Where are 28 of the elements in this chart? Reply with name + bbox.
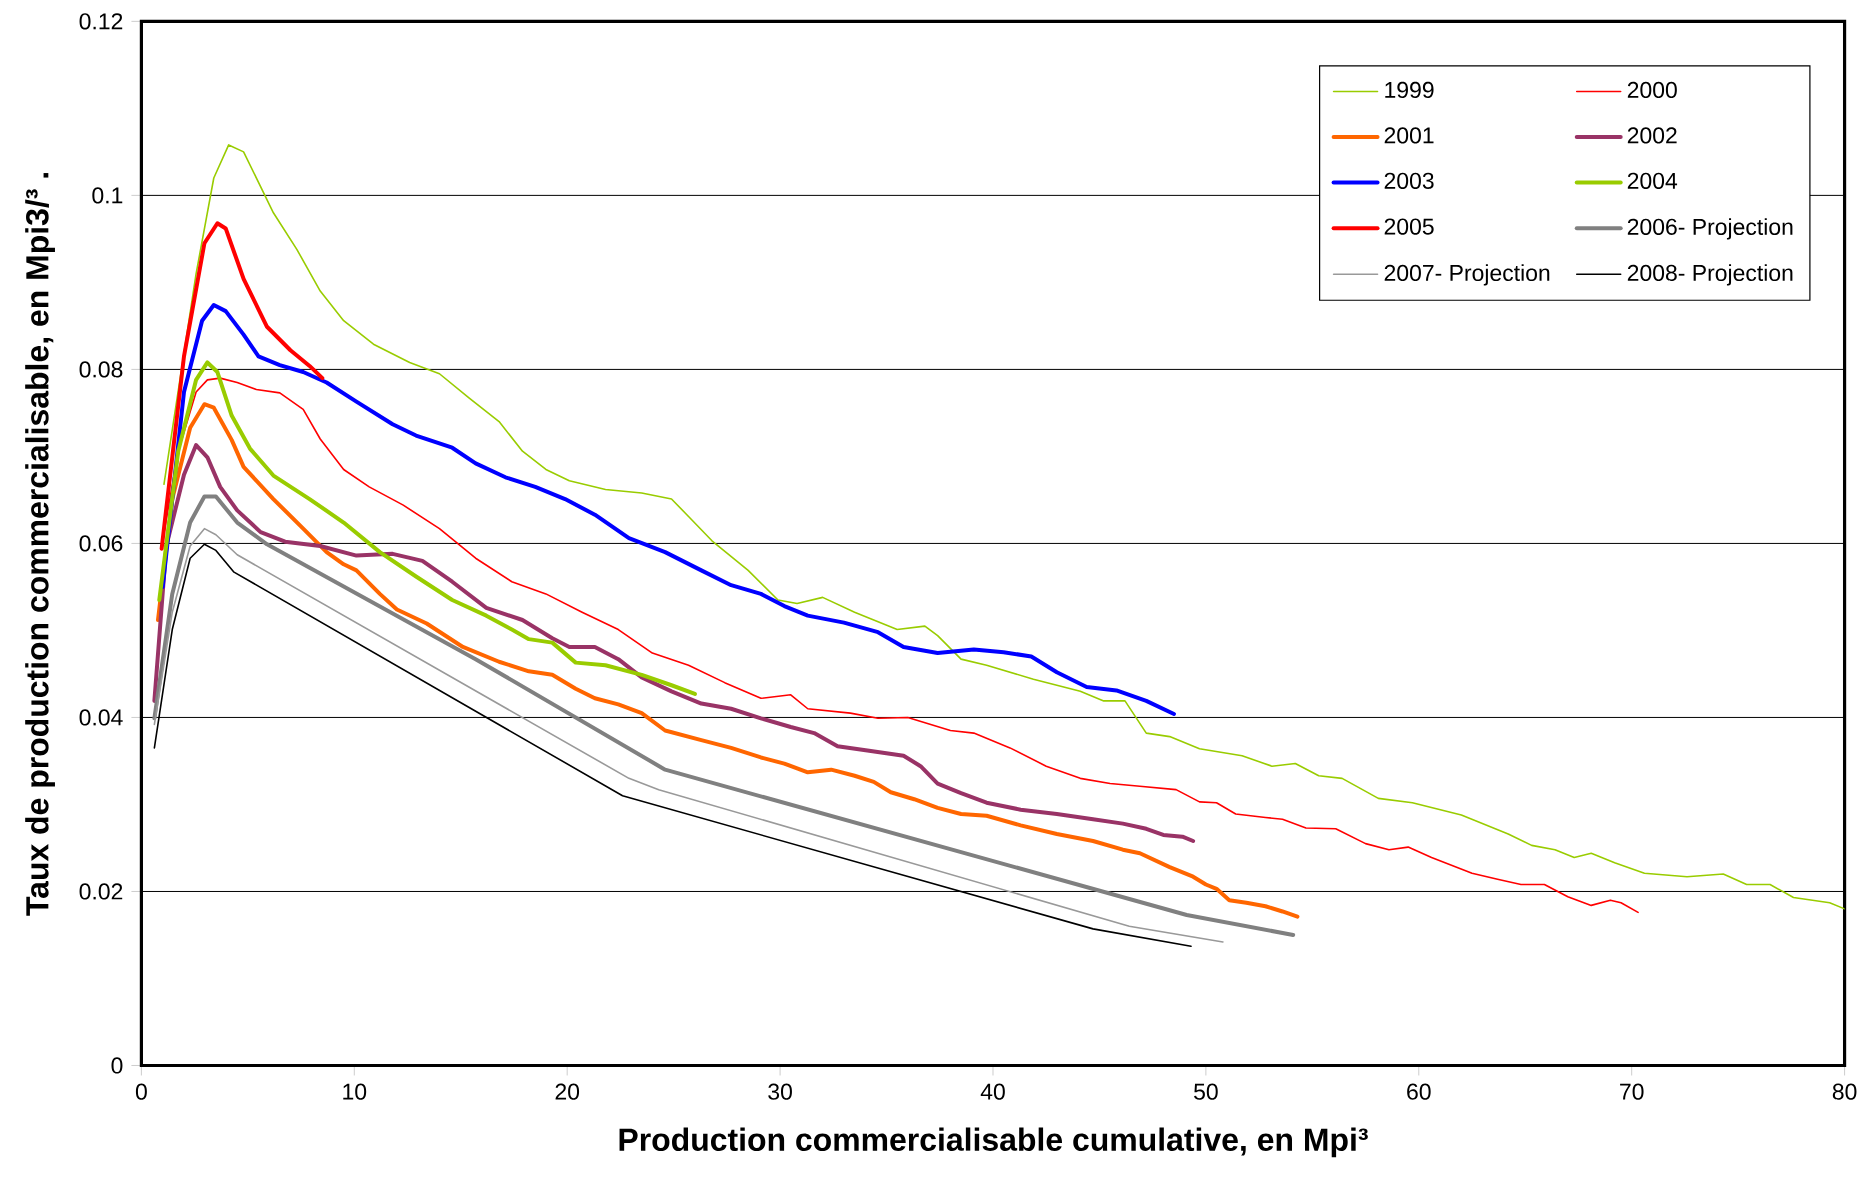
y-axis-title: Taux de production commercialisable, en Mpi3/³ . (25, 172, 55, 916)
y-tick-label: 0.04 (79, 709, 123, 726)
legend-label: 2004 (1627, 172, 1678, 189)
y-tick-label: 0.1 (92, 187, 123, 204)
y-tick-label: 0.02 (79, 883, 123, 900)
y-tick-label: 0.08 (79, 361, 123, 378)
x-tick-label: 80 (1832, 1083, 1857, 1100)
x-tick-label: 0 (135, 1083, 147, 1100)
legend-label: 2005 (1384, 218, 1434, 235)
legend-label: 2007- Projection (1384, 264, 1550, 286)
legend-label: 2000 (1627, 81, 1677, 98)
x-tick-label: 60 (1407, 1083, 1431, 1100)
y-tick-label: 0.06 (79, 535, 123, 552)
x-tick-label: 30 (768, 1083, 792, 1100)
x-tick-label: 10 (343, 1083, 367, 1100)
legend-label: 2003 (1384, 172, 1434, 189)
legend-label: 2001 (1384, 127, 1434, 144)
y-tick-label: 0 (111, 1057, 123, 1074)
legend-label: 2008- Projection (1627, 264, 1793, 286)
y-tick-label: 0.12 (79, 13, 123, 30)
x-axis-title: Production commercialisable cumulative, en Mpi³ (619, 1127, 1368, 1158)
x-tick-label: 50 (1194, 1083, 1218, 1100)
x-tick-label: 20 (555, 1083, 580, 1100)
x-tick-label: 70 (1620, 1083, 1644, 1100)
legend-label: 2002 (1627, 127, 1677, 144)
x-tick-label: 40 (980, 1083, 1005, 1100)
legend-label: 1999 (1385, 81, 1434, 98)
legend-label: 2006- Projection (1627, 217, 1793, 240)
